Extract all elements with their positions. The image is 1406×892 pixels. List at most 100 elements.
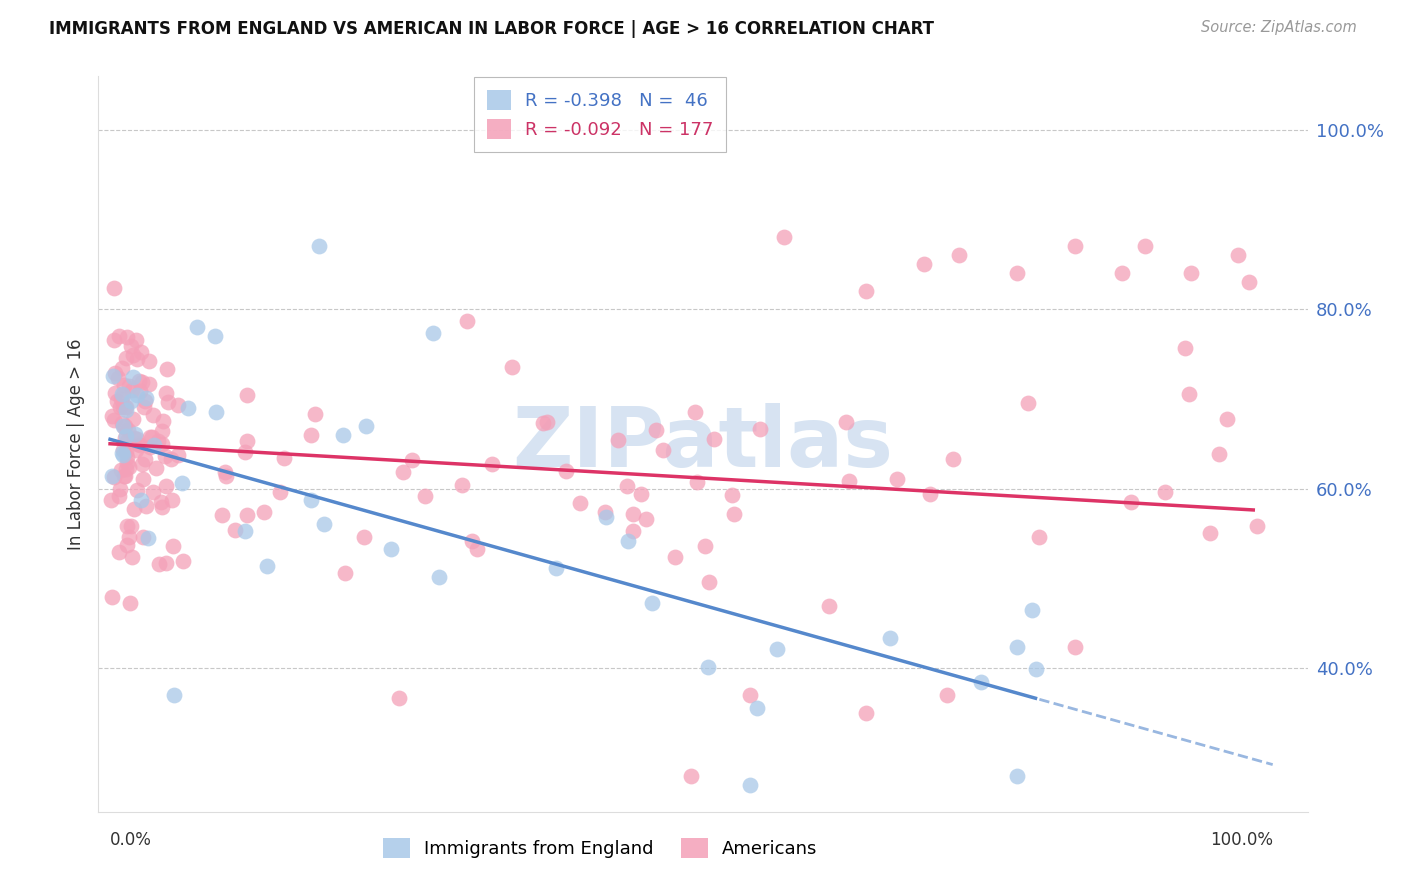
Point [948,248,970,262]
Point [162,539,184,553]
Point [186,320,208,334]
Point [1005,640,1028,654]
Point [1005,769,1028,783]
Point [115,461,138,475]
Point [641,596,664,610]
Point [721,488,744,502]
Point [152,414,174,428]
Point [122,412,145,426]
Point [681,769,703,783]
Point [148,557,170,571]
Point [617,533,640,548]
Point [110,463,132,477]
Point [456,313,478,327]
Point [177,401,200,416]
Point [1246,519,1268,533]
Point [103,281,125,295]
Point [621,524,644,538]
Point [122,502,145,516]
Point [104,386,127,401]
Point [122,348,145,362]
Point [108,545,131,559]
Point [128,384,150,399]
Point [122,432,145,446]
Point [128,375,150,389]
Point [308,239,330,253]
Point [693,539,716,553]
Point [125,387,148,401]
Point [142,438,165,452]
Point [100,590,122,604]
Point [111,417,134,431]
Point [155,362,177,376]
Point [108,400,131,414]
Point [112,388,135,402]
Point [160,492,183,507]
Point [125,442,148,457]
Point [141,430,163,444]
Point [132,530,155,544]
Point [696,660,718,674]
Point [236,508,259,523]
Point [115,434,138,449]
Point [1028,530,1050,544]
Point [332,427,354,442]
Point [138,354,160,368]
Point [142,408,165,422]
Point [120,519,142,533]
Point [544,560,567,574]
Point [107,328,129,343]
Point [1017,396,1039,410]
Point [214,465,236,479]
Point [127,437,149,451]
Point [314,517,336,532]
Point [354,418,377,433]
Point [380,542,402,557]
Point [114,378,136,392]
Point [111,401,134,415]
Point [160,452,183,467]
Point [114,400,136,414]
Point [645,423,668,437]
Point [131,375,153,389]
Point [401,453,423,467]
Point [568,496,591,510]
Point [621,508,644,522]
Point [103,413,125,427]
Text: 0.0%: 0.0% [110,831,152,849]
Point [1064,239,1087,253]
Point [555,464,578,478]
Point [142,485,165,500]
Point [152,500,174,515]
Point [146,434,169,448]
Point [299,493,322,508]
Point [879,631,901,645]
Point [1111,266,1133,280]
Point [167,448,190,462]
Point [664,549,686,564]
Point [111,360,134,375]
Point [136,531,159,545]
Point [686,475,709,489]
Point [115,400,138,414]
Point [942,452,965,467]
Point [101,469,124,483]
Point [304,408,326,422]
Point [738,778,761,792]
Legend: Immigrants from England, Americans: Immigrants from England, Americans [375,831,825,865]
Point [145,461,167,475]
Point [103,333,125,347]
Point [131,472,153,486]
Point [138,376,160,391]
Point [105,394,128,409]
Point [766,642,789,657]
Point [224,523,246,537]
Y-axis label: In Labor Force | Age > 16: In Labor Force | Age > 16 [66,338,84,549]
Point [773,230,796,244]
Point [155,479,177,493]
Point [211,508,233,522]
Point [749,422,772,436]
Point [422,326,444,340]
Point [236,434,259,448]
Point [111,387,134,401]
